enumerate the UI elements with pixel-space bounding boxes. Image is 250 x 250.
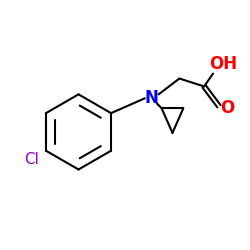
Text: N: N — [145, 89, 159, 107]
Text: OH: OH — [209, 55, 237, 73]
Text: O: O — [220, 99, 234, 117]
Text: Cl: Cl — [24, 152, 39, 167]
